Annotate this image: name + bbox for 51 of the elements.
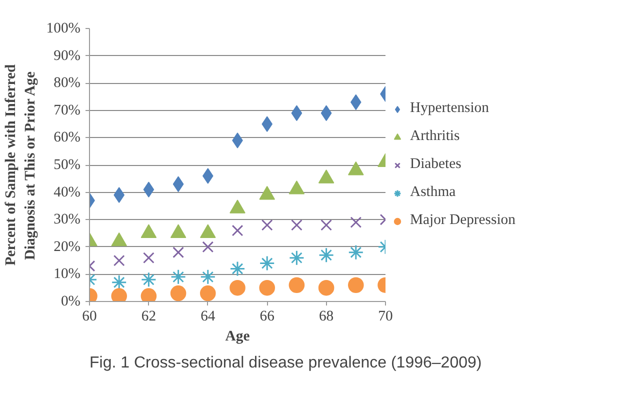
y-tick-label: 50% [54, 157, 81, 173]
x-axis-title: Age [225, 328, 250, 344]
point [200, 285, 216, 302]
point [288, 277, 305, 294]
point [202, 241, 214, 253]
point [143, 252, 154, 264]
y-tick-label: 30% [54, 212, 81, 228]
point [318, 247, 334, 263]
y-tick-label: 100% [46, 20, 81, 36]
x-tick-label: 64 [200, 308, 216, 324]
point [230, 260, 246, 276]
y-tick-label: 40% [54, 184, 81, 200]
legend-label: Arthritis [410, 128, 460, 145]
x-tick-label: 70 [378, 308, 393, 324]
point [113, 254, 125, 266]
point [140, 272, 156, 288]
y-tick-label: 80% [54, 75, 81, 92]
point [170, 269, 186, 285]
point [348, 277, 364, 294]
x-tick-label: 60 [82, 308, 97, 324]
x-tick-label: 66 [260, 308, 274, 324]
legend-label: Diabetes [410, 156, 462, 173]
legend-label: Hypertension [410, 100, 489, 117]
point [230, 280, 246, 296]
x-tick-label: 62 [141, 308, 156, 324]
point [291, 219, 302, 231]
y-tick-label: 70% [54, 102, 81, 118]
point [111, 274, 127, 290]
point [348, 244, 364, 260]
y-tick-label: 60% [54, 130, 81, 146]
point [350, 216, 362, 228]
point [259, 256, 275, 272]
point [288, 250, 304, 266]
point [170, 285, 186, 302]
point [259, 280, 275, 296]
point [261, 219, 273, 231]
point [172, 246, 184, 258]
y-tick-label: 90% [54, 48, 81, 64]
point [200, 269, 216, 285]
y-tick-label: 0% [60, 294, 81, 310]
x-tick-label: 68 [318, 308, 334, 324]
point [318, 280, 334, 296]
caption: Fig. 1 Cross-sectional disease prevalence (1996–2009) [90, 354, 482, 372]
legend-label: Major Depression [410, 212, 516, 229]
y-tick-label: 20% [54, 238, 81, 255]
point [143, 182, 154, 198]
y-tick-label: 10% [54, 266, 81, 282]
y-axis-title: Percent of Sample with Inferred Diagnosis at This or Prior Age [3, 64, 38, 266]
point [232, 224, 244, 236]
point [320, 219, 332, 231]
legend-label: Asthma [410, 184, 456, 201]
